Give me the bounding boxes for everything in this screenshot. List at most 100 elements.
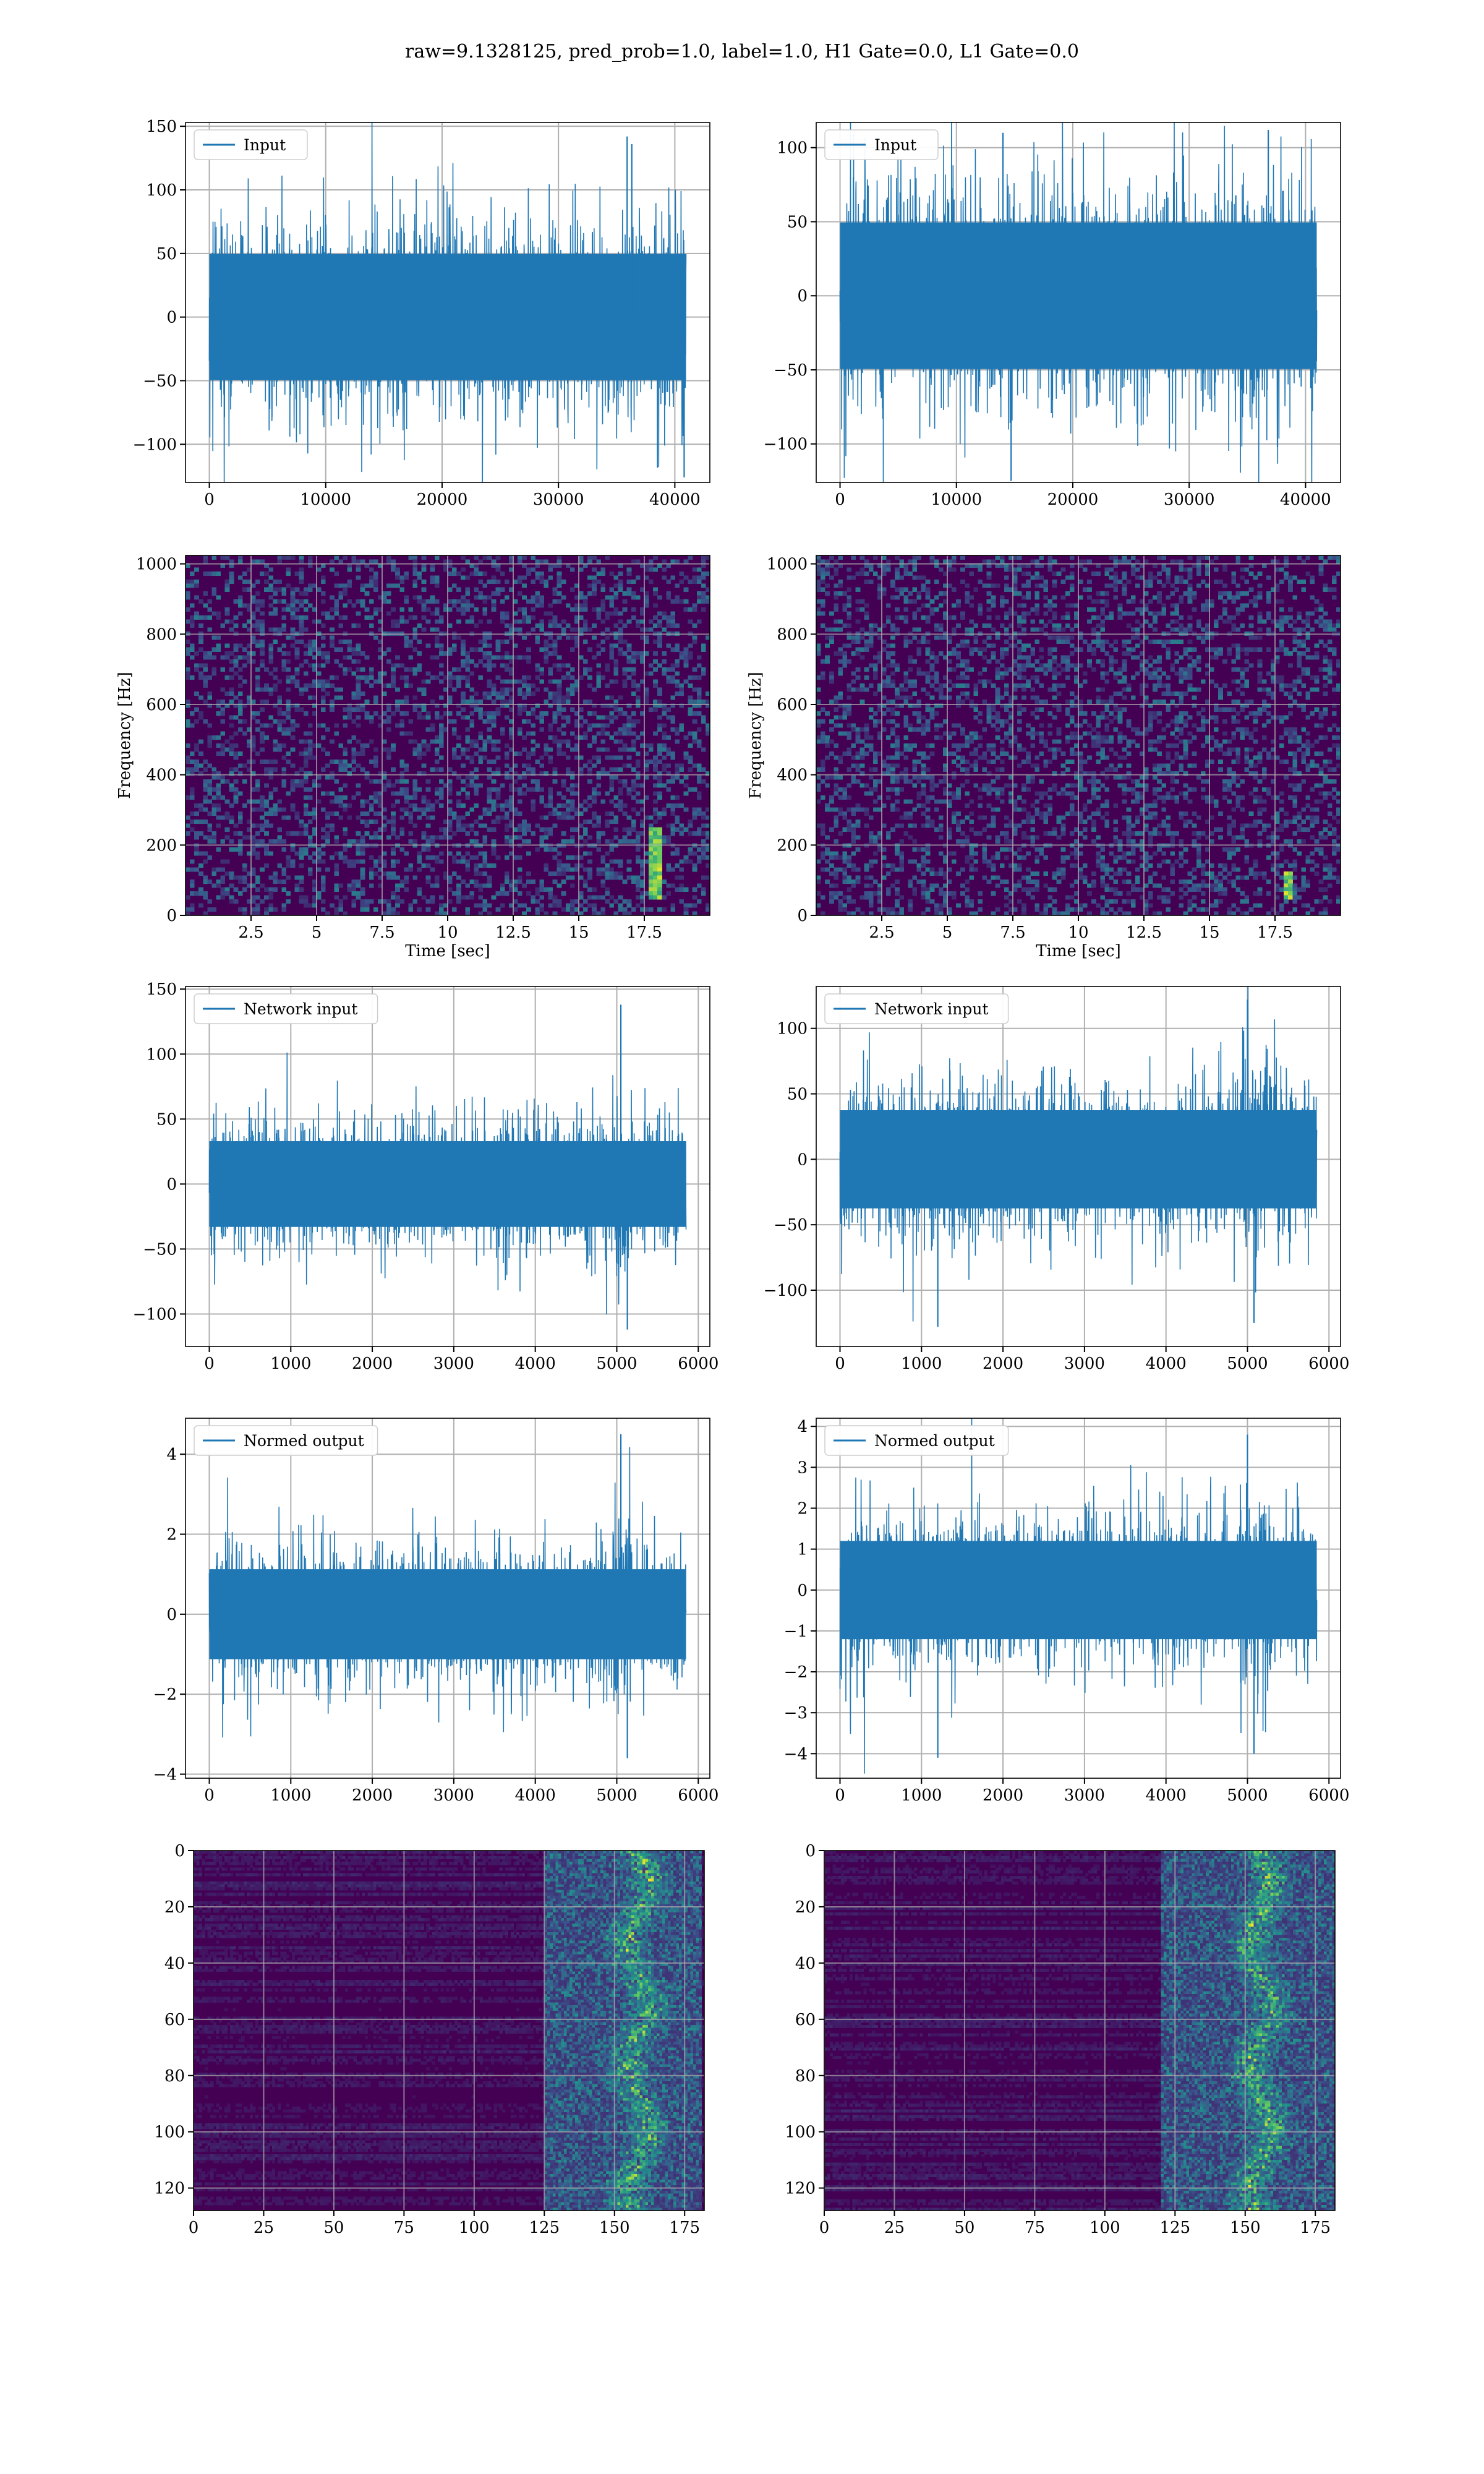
heatmap-cell bbox=[679, 723, 684, 728]
heatmap-cell bbox=[938, 907, 944, 912]
heatmap-cell bbox=[609, 611, 615, 616]
heatmap-cell bbox=[474, 819, 479, 824]
heatmap-cell bbox=[579, 875, 584, 880]
heatmap-cell bbox=[838, 903, 843, 908]
heatmap-cell bbox=[211, 803, 217, 808]
heatmap-cell bbox=[307, 743, 313, 748]
heatmap-cell bbox=[829, 727, 834, 732]
heatmap-cell bbox=[268, 895, 273, 900]
heatmap-cell bbox=[864, 731, 869, 736]
heatmap-cell bbox=[653, 591, 658, 596]
heatmap-cell bbox=[456, 791, 461, 796]
heatmap-cell bbox=[670, 775, 676, 780]
heatmap-cell bbox=[622, 639, 628, 644]
heatmap-cell bbox=[399, 675, 404, 680]
heatmap-cell bbox=[203, 683, 208, 688]
heatmap-cell bbox=[251, 823, 256, 828]
heatmap-cell bbox=[934, 607, 939, 612]
heatmap-cell bbox=[500, 815, 505, 820]
heatmap-cell bbox=[531, 555, 535, 560]
heatmap-cell bbox=[649, 707, 654, 712]
heatmap-cell bbox=[526, 907, 531, 912]
heatmap-cell bbox=[246, 651, 252, 656]
heatmap-cell bbox=[482, 639, 488, 644]
heatmap-cell bbox=[434, 635, 440, 640]
heatmap-cell bbox=[618, 711, 623, 716]
heatmap-cell bbox=[851, 827, 856, 832]
heatmap-cell bbox=[649, 559, 654, 564]
heatmap-cell bbox=[343, 795, 348, 800]
heatmap-cell bbox=[500, 655, 505, 660]
heatmap-cell bbox=[903, 635, 908, 640]
heatmap-cell bbox=[443, 687, 448, 692]
heatmap-cell bbox=[438, 715, 444, 720]
heatmap-cell bbox=[622, 651, 628, 656]
heatmap-cell bbox=[351, 651, 357, 656]
heatmap-cell bbox=[921, 859, 926, 864]
heatmap-cell bbox=[299, 663, 304, 668]
heatmap-cell bbox=[360, 803, 365, 808]
heatmap-cell bbox=[504, 667, 510, 672]
heatmap-cell bbox=[448, 787, 453, 792]
heatmap-cell bbox=[518, 655, 522, 660]
heatmap-cell bbox=[469, 695, 474, 700]
heatmap-cell bbox=[829, 563, 834, 568]
heatmap-cell bbox=[286, 687, 291, 692]
heatmap-cell bbox=[434, 883, 440, 888]
heatmap-cell bbox=[229, 871, 234, 876]
heatmap-cell bbox=[461, 639, 466, 644]
heatmap-cell bbox=[592, 755, 597, 760]
heatmap-cell bbox=[364, 811, 370, 816]
y-axis-label: Frequency [Hz] bbox=[116, 672, 134, 799]
heatmap-cell bbox=[264, 907, 269, 912]
heatmap-cell bbox=[653, 759, 658, 764]
heatmap-cell bbox=[242, 603, 247, 608]
heatmap-cell bbox=[425, 815, 431, 820]
heatmap-cell bbox=[465, 655, 470, 660]
heatmap-cell bbox=[929, 779, 935, 784]
heatmap-cell bbox=[465, 663, 470, 668]
heatmap-cell bbox=[565, 635, 571, 640]
heatmap-cell bbox=[548, 799, 553, 804]
heatmap-cell bbox=[908, 683, 913, 688]
heatmap-cell bbox=[434, 675, 440, 680]
heatmap-cell bbox=[548, 791, 553, 796]
heatmap-cell bbox=[321, 791, 326, 796]
heatmap-cell bbox=[395, 723, 400, 728]
heatmap-cell bbox=[299, 779, 304, 784]
heatmap-cell bbox=[670, 851, 676, 856]
heatmap-cell bbox=[373, 711, 378, 716]
heatmap-cell bbox=[448, 799, 453, 804]
heatmap-cell bbox=[434, 835, 440, 840]
heatmap-cell bbox=[653, 863, 658, 868]
heatmap-cell bbox=[600, 883, 605, 888]
heatmap-cell bbox=[816, 563, 821, 568]
heatmap-cell bbox=[522, 747, 527, 752]
heatmap-cell bbox=[821, 779, 825, 784]
heatmap-cell bbox=[377, 595, 383, 600]
heatmap-cell bbox=[596, 847, 601, 852]
heatmap-cell bbox=[216, 823, 221, 828]
heatmap-cell bbox=[382, 591, 387, 596]
heatmap-cell bbox=[592, 739, 597, 744]
heatmap-cell bbox=[491, 607, 497, 612]
heatmap-cell bbox=[934, 595, 939, 600]
heatmap-cell bbox=[965, 859, 970, 864]
heatmap-cell bbox=[478, 571, 484, 576]
heatmap-cell bbox=[255, 687, 260, 692]
heatmap-cell bbox=[369, 867, 374, 872]
heatmap-cell bbox=[947, 679, 952, 684]
heatmap-cell bbox=[626, 859, 632, 864]
heatmap-cell bbox=[268, 823, 273, 828]
heatmap-cell bbox=[255, 579, 260, 584]
heatmap-cell bbox=[701, 779, 706, 784]
heatmap-cell bbox=[347, 739, 352, 744]
heatmap-cell bbox=[277, 723, 283, 728]
heatmap-cell bbox=[561, 663, 566, 668]
heatmap-cell bbox=[391, 711, 396, 716]
heatmap-cell bbox=[373, 779, 378, 784]
heatmap-cell bbox=[303, 823, 309, 828]
heatmap-cell bbox=[237, 611, 243, 616]
heatmap-cell bbox=[666, 839, 671, 844]
heatmap-cell bbox=[649, 835, 654, 840]
